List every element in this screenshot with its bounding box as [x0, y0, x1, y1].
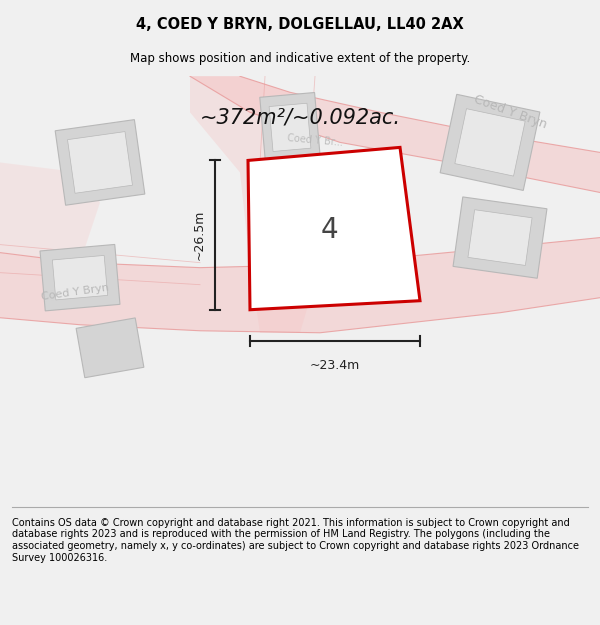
Text: 4: 4	[320, 216, 338, 244]
Polygon shape	[52, 256, 107, 300]
Polygon shape	[440, 94, 540, 191]
Text: Map shows position and indicative extent of the property.: Map shows position and indicative extent…	[130, 52, 470, 65]
Text: Contains OS data © Crown copyright and database right 2021. This information is : Contains OS data © Crown copyright and d…	[12, 518, 579, 562]
Polygon shape	[455, 109, 525, 176]
Polygon shape	[248, 148, 420, 310]
Polygon shape	[453, 197, 547, 278]
Polygon shape	[68, 132, 133, 193]
Polygon shape	[55, 119, 145, 205]
Text: Coed Y Br...: Coed Y Br...	[287, 133, 343, 148]
Text: Coed Y Bryn: Coed Y Bryn	[472, 93, 548, 131]
Text: 4, COED Y BRYN, DOLGELLAU, LL40 2AX: 4, COED Y BRYN, DOLGELLAU, LL40 2AX	[136, 17, 464, 32]
Polygon shape	[190, 76, 320, 332]
Text: ~23.4m: ~23.4m	[310, 359, 360, 372]
Text: ~26.5m: ~26.5m	[193, 210, 205, 260]
Polygon shape	[40, 244, 120, 311]
Polygon shape	[76, 318, 144, 378]
Polygon shape	[0, 238, 600, 332]
Polygon shape	[0, 162, 100, 262]
Polygon shape	[468, 210, 532, 266]
Polygon shape	[269, 103, 311, 151]
Text: ~372m²/~0.092ac.: ~372m²/~0.092ac.	[200, 107, 401, 127]
Polygon shape	[260, 92, 320, 162]
Polygon shape	[190, 76, 600, 192]
Text: Coed Y Bryn: Coed Y Bryn	[41, 283, 109, 302]
